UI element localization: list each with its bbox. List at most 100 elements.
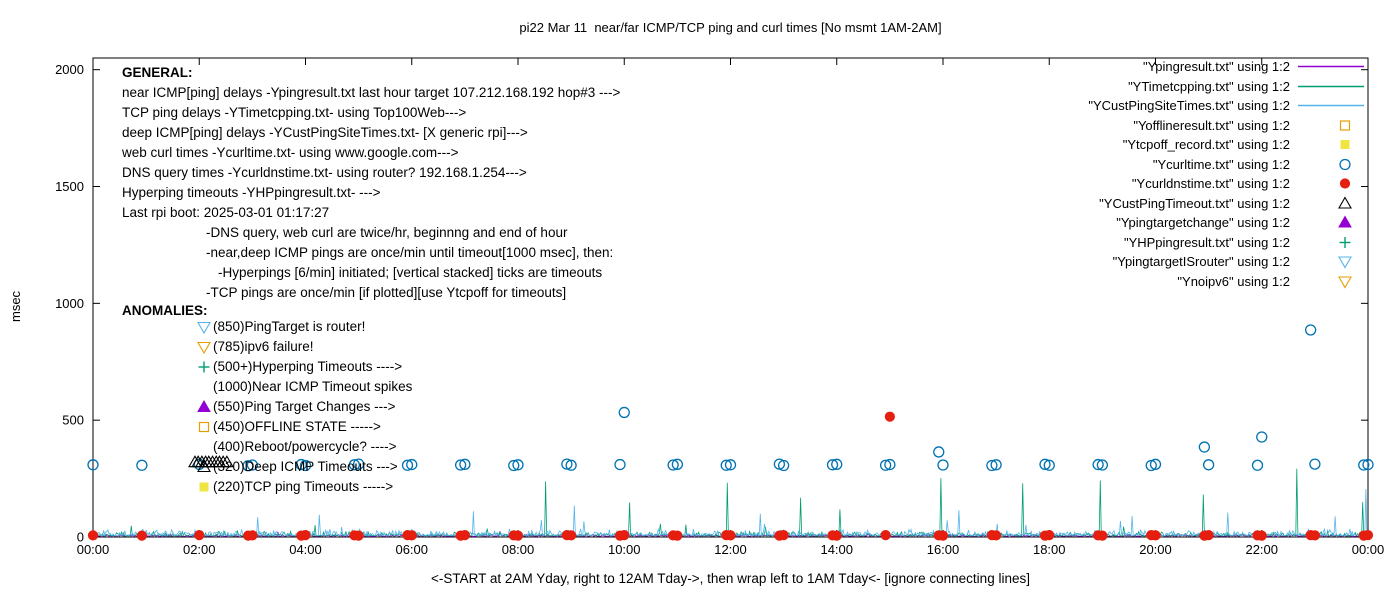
y-tick-label: 1500 xyxy=(55,179,84,194)
circle-open-icon xyxy=(1339,158,1351,170)
point-Ycurldnstime.txt xyxy=(459,530,470,541)
general-notes: GENERAL: near ICMP[ping] delays -Ypingre… xyxy=(122,63,620,303)
anomaly-label: (550)Ping Target Changes ---> xyxy=(213,398,396,414)
point-Ycurldnstime.txt xyxy=(353,530,364,541)
square-open-icon xyxy=(198,421,210,432)
legend-label: "Ycurldnstime.txt" using 1:2 xyxy=(1131,176,1290,192)
point-Ycurltime.txt xyxy=(87,459,99,471)
legend-label: "Ytcpoff_record.txt" using 1:2 xyxy=(1122,137,1290,153)
point-Ycurldnstime.txt xyxy=(1097,530,1108,541)
point-Ycurldnstime.txt xyxy=(512,530,524,541)
plus-icon xyxy=(1296,235,1366,250)
point-Ycurltime.txt xyxy=(1251,459,1264,471)
legend-line-sample xyxy=(1296,98,1366,113)
legend-label: "YHPpingresult.txt" using 1:2 xyxy=(1123,234,1290,250)
point-Ycurltime.txt xyxy=(1362,458,1374,471)
anomaly-item: (1000)Near ICMP Timeout spikes xyxy=(197,376,412,396)
legend-item: "YpingtargetISrouter" using 1:2 xyxy=(1088,252,1366,272)
point-Ycurltime.txt xyxy=(614,458,626,471)
anomaly-label: (220)TCP ping Timeouts -----> xyxy=(213,478,394,494)
legend-item: "Ynoipv6" using 1:2 xyxy=(1088,272,1366,292)
point-Ycurldnstime.txt xyxy=(1150,530,1161,541)
point-Ycurltime.txt xyxy=(295,458,307,471)
point-Ycurltime.txt xyxy=(1202,459,1215,471)
point-Ycurltime.txt xyxy=(986,459,998,472)
legend-label: "Yofflineresult.txt" using 1:2 xyxy=(1133,117,1290,133)
point-Ycurldnstime.txt xyxy=(1362,530,1374,541)
point-Ycurltime.txt xyxy=(777,459,790,472)
square-filled-icon xyxy=(1340,140,1350,150)
anomaly-spacer xyxy=(197,379,213,394)
point-Ycurldnstime.txt xyxy=(937,530,949,541)
triangle-up-filled-icon xyxy=(197,399,211,412)
chart-title: pi22 Mar 11 near/far ICMP/TCP ping and c… xyxy=(519,20,942,35)
x-tick-label: 14:00 xyxy=(820,542,853,557)
general-heading: GENERAL: xyxy=(122,65,193,80)
triangle-down-open-icon xyxy=(197,339,213,354)
point-Ycurldnstime.txt xyxy=(725,530,736,541)
anomalies-heading: ANOMALIES: xyxy=(122,303,208,318)
y-tick-label: 0 xyxy=(77,530,84,545)
general-line: -TCP pings are once/min [if plotted][use… xyxy=(206,285,567,300)
anomaly-label: (450)OFFLINE STATE -----> xyxy=(213,418,381,434)
anomaly-label: (1000)Near ICMP Timeout spikes xyxy=(213,378,413,394)
point-Ycurltime.txt xyxy=(1358,459,1370,471)
point-Ycurltime.txt xyxy=(1092,458,1104,471)
point-Ycurltime.txt xyxy=(990,459,1002,471)
point-Ycurltime.txt xyxy=(879,459,892,471)
legend-label: "YCustPingTimeout.txt" using 1:2 xyxy=(1099,195,1290,211)
square-open-icon xyxy=(1339,120,1351,131)
point-Ycurltime.txt xyxy=(937,459,949,471)
anomaly-label: (320)Deep ICMP Timeouts ---> xyxy=(213,458,398,474)
circle-filled-icon xyxy=(1296,176,1366,191)
point-Ycurltime.txt xyxy=(667,459,679,471)
point-Ycurltime.txt xyxy=(1145,459,1157,472)
y-tick-label: 2000 xyxy=(55,62,84,77)
legend: "Ypingresult.txt" using 1:2 "YTimetcpping… xyxy=(1088,57,1366,291)
circle-open-icon xyxy=(1296,157,1366,172)
point-Ycurltime.txt xyxy=(348,459,361,471)
point-Ycurltime.txt xyxy=(724,459,737,471)
general-line: deep ICMP[ping] delays -YCustPingSiteTim… xyxy=(122,125,528,140)
point-Ycurldnstime.txt xyxy=(880,530,891,541)
y-axis-label: msec xyxy=(8,290,23,322)
point-Ycurltime.txt xyxy=(352,458,365,470)
anomaly-item: (320)Deep ICMP Timeouts ---> xyxy=(197,456,412,476)
x-tick-label: 04:00 xyxy=(289,542,322,557)
point-Ycurltime.txt xyxy=(671,458,684,470)
triangle-up-filled-icon xyxy=(197,399,213,414)
point-Ycurltime.txt xyxy=(1149,458,1162,470)
triangle-down-open-icon xyxy=(197,319,213,334)
point-Ycurltime.txt xyxy=(406,458,418,471)
point-Ycurltime.txt xyxy=(1039,458,1051,470)
point-Ycurldnstime.txt xyxy=(672,530,683,541)
triangle-up-open-icon xyxy=(1338,196,1352,209)
point-Ycurltime.txt xyxy=(561,458,573,470)
triangle-up-open-icon xyxy=(197,459,211,472)
legend-item: "Ypingtargetchange" using 1:2 xyxy=(1088,213,1366,233)
anomaly-item: (850)PingTarget is router! xyxy=(197,316,412,336)
legend-item: "YTimetcpping.txt" using 1:2 xyxy=(1088,77,1366,97)
point-Ycurltime.txt xyxy=(720,459,732,471)
point-Ycurltime.txt xyxy=(512,459,524,471)
anomaly-item: (785)ipv6 failure! xyxy=(197,336,412,356)
legend-item: "Ytcpoff_record.txt" using 1:2 xyxy=(1088,135,1366,155)
point-Ycurltime.txt xyxy=(136,459,148,471)
point-Ycurldnstime.txt xyxy=(778,530,789,541)
anomaly-item: (500+)Hyperping Timeouts ----> xyxy=(197,356,412,376)
point-Ycurldnstime.txt xyxy=(247,530,258,541)
series-line-YCustPingSiteTimes.txt xyxy=(92,489,1369,538)
anomaly-item: (450)OFFLINE STATE -----> xyxy=(197,416,412,436)
general-line: -near,deep ICMP pings are once/min until… xyxy=(206,245,614,260)
point-Ycurldnstime.txt xyxy=(1256,530,1267,541)
x-tick-label: 20:00 xyxy=(1139,542,1172,557)
square-filled-icon xyxy=(197,479,213,494)
point-Ycurltime.txt xyxy=(1304,324,1317,336)
general-line: near ICMP[ping] delays -Ypingresult.txt … xyxy=(122,85,621,100)
triangle-down-open-icon xyxy=(1338,256,1352,269)
x-tick-label: 06:00 xyxy=(395,542,428,557)
point-Ycurldnstime.txt xyxy=(566,530,577,541)
general-line: Last rpi boot: 2025-03-01 01:17:27 xyxy=(122,205,330,220)
x-tick-label: 12:00 xyxy=(714,542,747,557)
